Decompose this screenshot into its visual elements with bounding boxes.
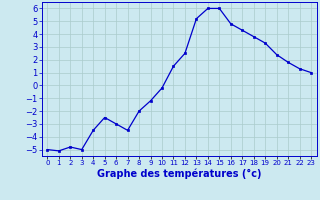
- X-axis label: Graphe des températures (°c): Graphe des températures (°c): [97, 169, 261, 179]
